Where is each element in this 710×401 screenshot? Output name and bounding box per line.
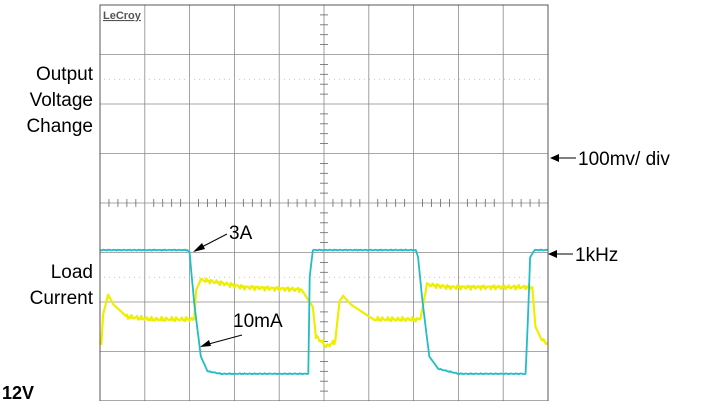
- bottom-left-label: 12V: [2, 383, 34, 401]
- current-label-line-1: Load: [51, 262, 93, 283]
- annotation-100mv-arrowhead: [550, 154, 559, 162]
- annotation-3a-arrowhead: [193, 243, 205, 252]
- annotation-1khz: 1kHz: [575, 245, 618, 266]
- brand-label: LeCroy: [103, 10, 142, 22]
- voltage-label-line-2: Voltage: [30, 90, 93, 111]
- voltage-label-line-3: Change: [26, 116, 93, 137]
- current-trace: [99, 248, 549, 376]
- annotation-10ma: 10mA: [233, 311, 283, 332]
- annotation-3a: 3A: [229, 223, 253, 244]
- annotation-10ma-arrowhead: [200, 340, 211, 347]
- annotation-10ma-arrow: [204, 334, 243, 346]
- voltage-trace: [98, 277, 549, 349]
- annotation-100mv: 100mv/ div: [578, 149, 670, 170]
- current-label-line-2: Current: [30, 288, 94, 309]
- scope-grid: [100, 5, 548, 401]
- voltage-label-line-1: Output: [36, 64, 94, 85]
- annotation-1khz-arrowhead: [548, 250, 557, 258]
- scope-traces: [98, 248, 549, 376]
- scope-screen-border: [99, 4, 549, 401]
